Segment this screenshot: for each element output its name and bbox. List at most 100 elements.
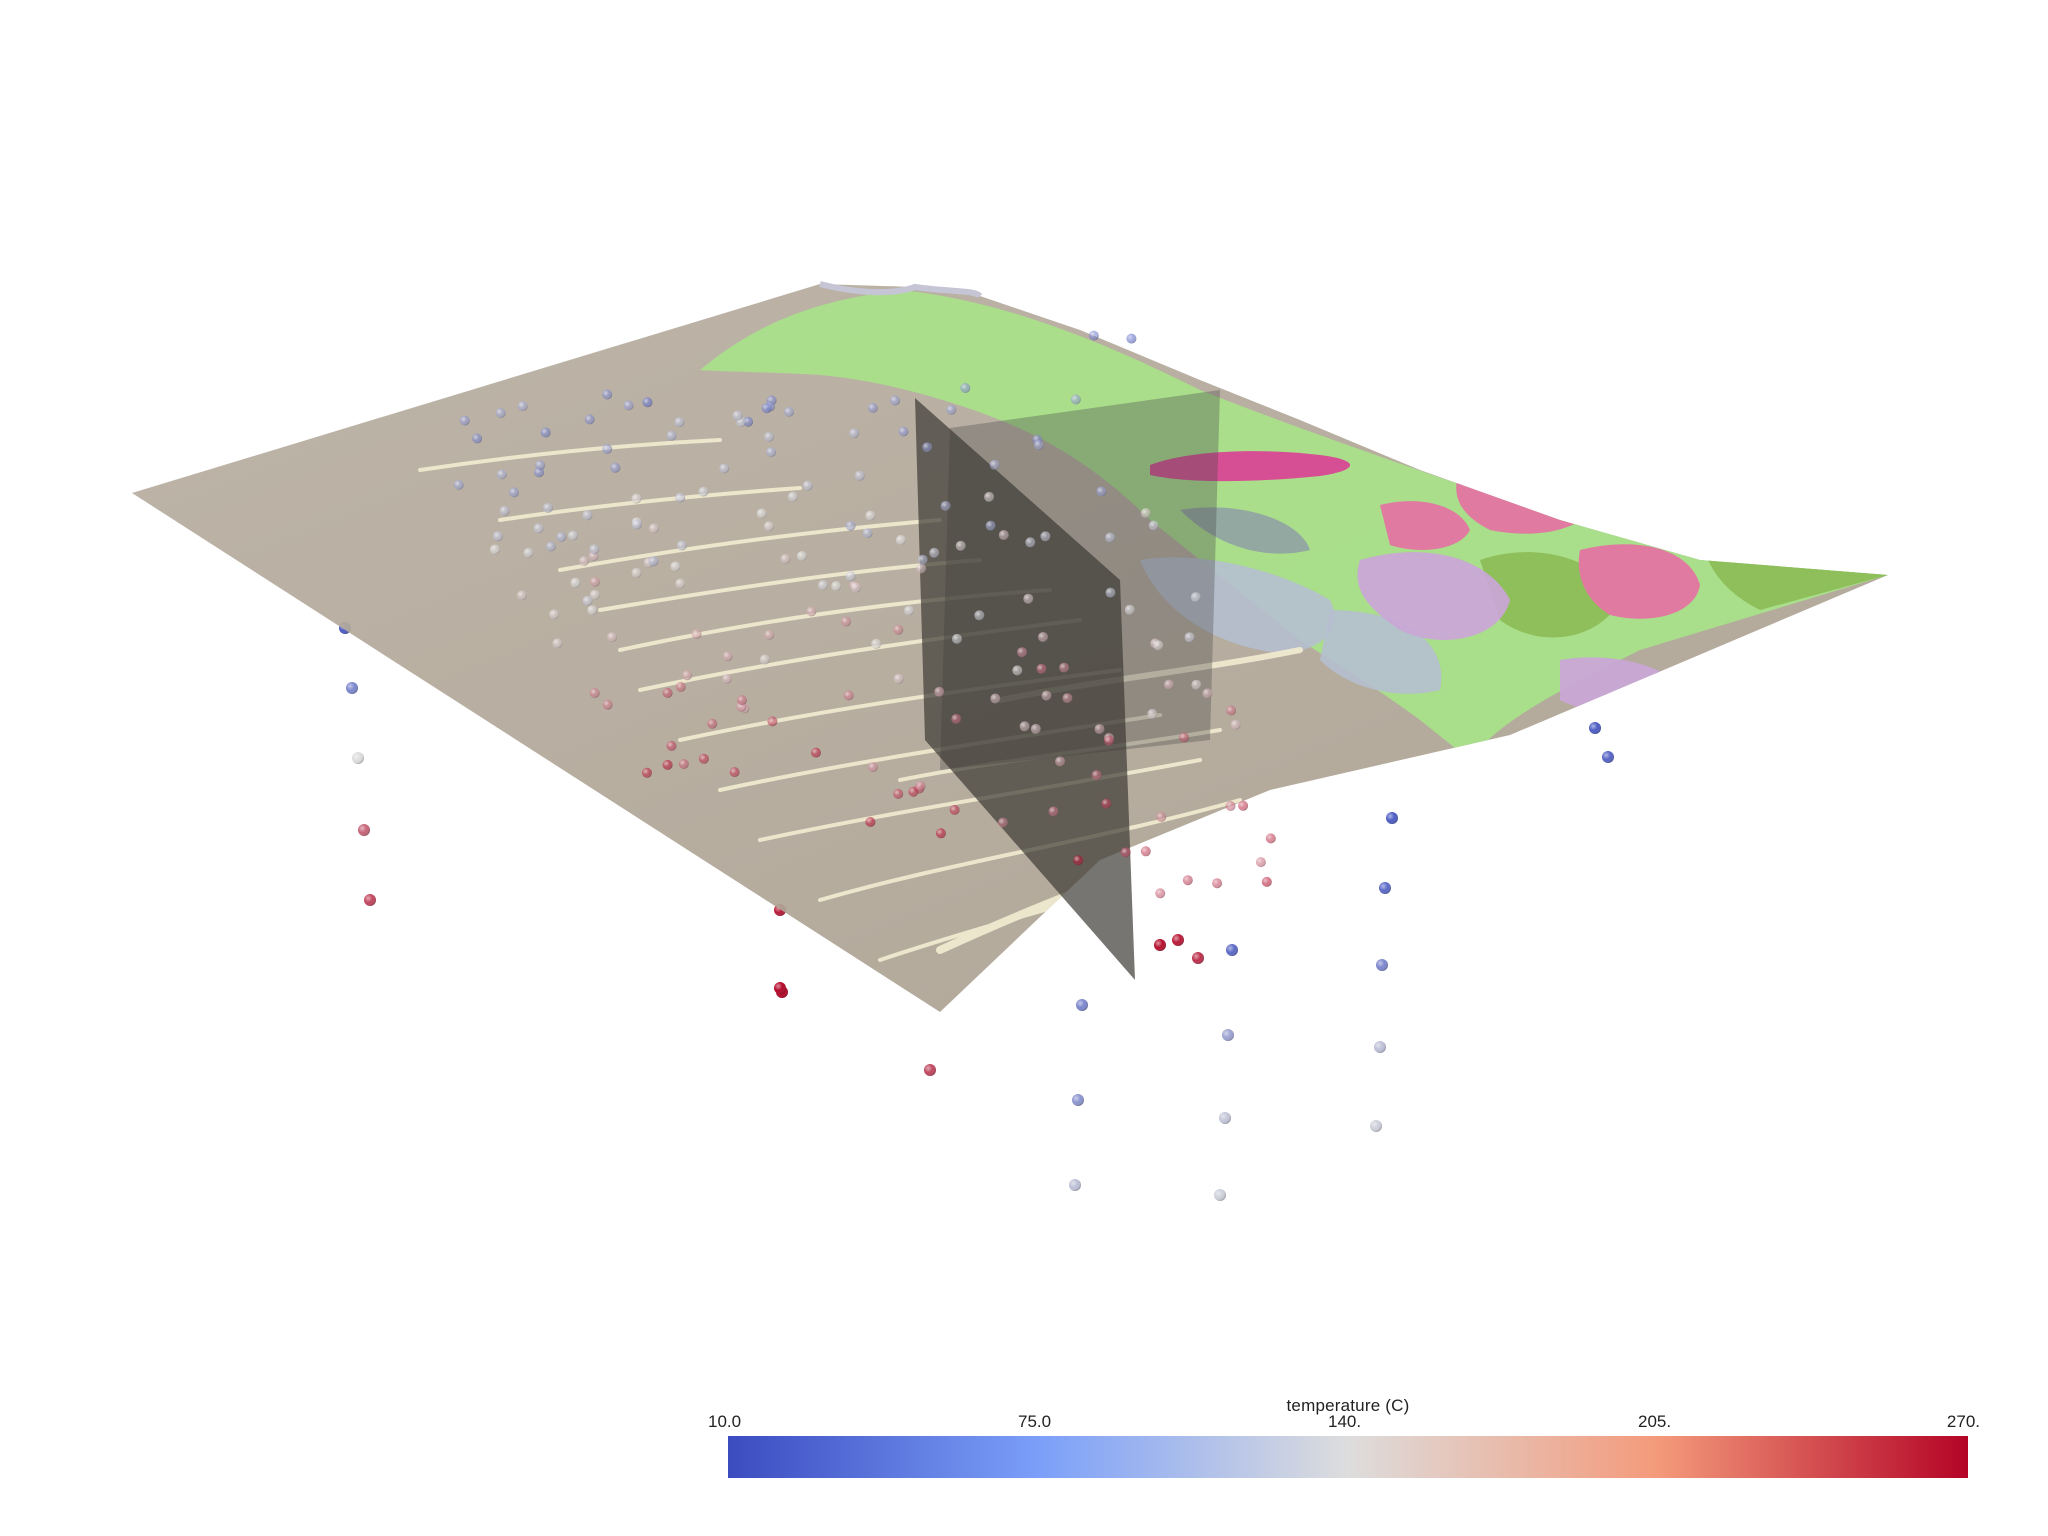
sample-point-shading <box>946 404 957 415</box>
sample-point-shading <box>1048 806 1059 817</box>
sample-point-shading <box>1062 693 1073 704</box>
sample-point-shading <box>607 632 618 643</box>
sample-point-shading <box>610 462 621 473</box>
sample-point-shading <box>737 695 747 706</box>
sample-point-shading <box>1140 508 1151 518</box>
sample-point-shading <box>1219 1112 1231 1124</box>
sample-point-shading <box>1070 394 1081 405</box>
sample-point-shading <box>955 540 966 551</box>
sample-point-shading <box>796 551 807 561</box>
sample-point-shading <box>682 670 693 681</box>
terrain-bluegrey-zone <box>1140 557 1335 653</box>
sample-point-shading <box>666 430 677 441</box>
sample-point-shading <box>893 624 904 635</box>
sample-point-shading <box>1184 632 1195 643</box>
sample-point-shading <box>1226 705 1237 716</box>
sample-point-shading <box>579 555 590 566</box>
sample-point-shading <box>867 402 878 413</box>
sample-point-shading <box>1230 719 1241 730</box>
sample-point-shading <box>949 804 960 815</box>
sample-point-shading <box>691 629 702 639</box>
sample-point-shading <box>648 556 659 567</box>
sample-point-shading <box>997 817 1008 828</box>
sample-point-shading <box>806 606 817 617</box>
sample-point-shading <box>602 699 613 710</box>
sample-point-shading <box>766 447 777 458</box>
sample-point-shading <box>865 510 876 521</box>
sample-point-shading <box>1025 537 1036 548</box>
fault-plane <box>915 390 1220 980</box>
sample-point-shading <box>890 395 901 406</box>
sample-point-shading <box>787 491 798 502</box>
sample-point-shading <box>1179 732 1189 743</box>
sample-point-shading <box>990 693 1001 704</box>
sample-point-shading <box>1076 999 1088 1011</box>
sample-point-shading <box>1589 722 1601 734</box>
sample-point-shading <box>352 752 364 764</box>
sample-point-shading <box>761 403 772 414</box>
terrain-pink-zone <box>1456 459 1600 534</box>
sample-point-shading <box>1105 532 1116 543</box>
sample-point-shading <box>845 520 856 531</box>
sample-point-shading <box>764 431 774 442</box>
sample-point-shading <box>499 505 510 516</box>
sample-point-shading <box>917 554 928 565</box>
sample-point-shading <box>843 690 854 701</box>
sample-point-shading <box>675 492 686 503</box>
sample-point-shading <box>674 417 685 428</box>
sample-point-shading <box>698 753 709 764</box>
sample-point-shading <box>1156 811 1167 822</box>
sample-point-shading <box>898 426 909 437</box>
sample-point-shading <box>1202 688 1213 699</box>
sample-point-shading <box>1069 1179 1081 1191</box>
sample-point-shading <box>516 590 527 601</box>
sample-point-shading <box>707 718 718 729</box>
sample-point-shading <box>509 487 519 498</box>
sample-point-shading <box>1036 663 1047 674</box>
sample-point-shading <box>631 519 642 530</box>
sample-point-shading <box>802 480 813 491</box>
sample-point-shading <box>535 460 546 471</box>
sample-point-shading <box>589 589 600 600</box>
sample-point-shading <box>670 561 681 572</box>
sample-point-shading <box>845 571 856 582</box>
sample-point-shading <box>676 540 687 551</box>
colorbar-tick-label: 75.0 <box>1018 1412 1052 1431</box>
sample-point-shading <box>1225 801 1236 811</box>
sample-point-shading <box>1212 878 1223 889</box>
sample-point-shading <box>589 576 600 587</box>
terrain-slate-zone <box>1180 507 1310 554</box>
sample-point-shading <box>1059 662 1070 673</box>
sample-point-shading <box>732 410 743 421</box>
temperature-colorbar: temperature (C) 10.0 75.0 140. 205. 270. <box>708 1396 1980 1480</box>
sample-point-shading <box>722 651 733 662</box>
colorbar-tick-label: 140. <box>1328 1412 1362 1431</box>
sample-point-shading <box>1019 721 1030 732</box>
sample-point-shading <box>582 595 593 606</box>
sample-point-shading <box>1370 1120 1382 1132</box>
sample-point-shading <box>358 824 370 836</box>
sample-point-shading <box>459 415 470 426</box>
sample-point-shading <box>935 828 946 839</box>
sample-point-shading <box>602 389 613 400</box>
sample-point-shading <box>985 520 996 531</box>
sample-point-shading <box>811 747 821 758</box>
sample-point-shading <box>602 444 613 454</box>
sample-point-shading <box>1386 812 1398 824</box>
subsurface-sample-points <box>339 622 1614 1201</box>
sample-point-shading <box>631 493 642 504</box>
sample-point-shading <box>495 408 506 418</box>
sample-point-shading <box>756 508 767 519</box>
sample-point-shading <box>1030 723 1041 734</box>
sample-point-shading <box>1072 1094 1084 1106</box>
sample-point-shading <box>662 759 673 770</box>
sample-point-shading <box>1376 959 1388 971</box>
sample-point-shading <box>549 609 560 620</box>
colorbar-gradient <box>728 1436 1968 1478</box>
sample-point-shading <box>1148 520 1159 531</box>
sample-point-shading <box>759 654 770 665</box>
sample-point-shading <box>934 686 945 697</box>
sample-point-shading <box>940 500 951 511</box>
